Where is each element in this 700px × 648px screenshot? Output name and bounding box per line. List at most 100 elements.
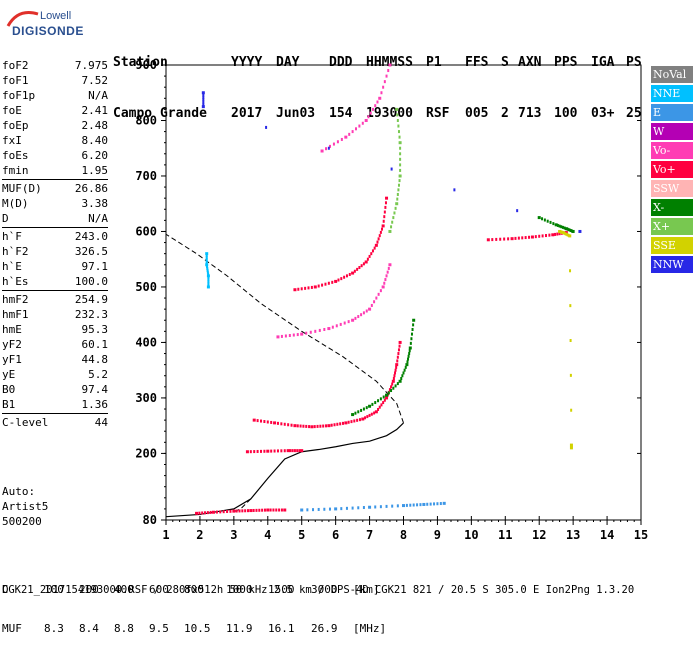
trace-point-vo bbox=[388, 263, 392, 267]
trace-point-e bbox=[442, 501, 446, 505]
trace-dot bbox=[305, 331, 308, 335]
muf-table: D 100 200 400 600 800 1000 1500 3000 [km] MUF 8.3 8… bbox=[2, 557, 386, 648]
param-row: foF2 7.975 bbox=[2, 58, 108, 73]
trace-dot bbox=[373, 246, 376, 250]
trace-dot bbox=[330, 423, 333, 427]
trace-dot bbox=[524, 236, 527, 240]
trace-dot bbox=[252, 508, 255, 512]
trace-point-e bbox=[300, 508, 304, 512]
header-value-3: 154 bbox=[329, 106, 353, 121]
trace-point-x bbox=[395, 107, 399, 111]
trace-dot bbox=[207, 283, 210, 287]
trace-dot bbox=[368, 254, 371, 258]
header-label-6: FFS bbox=[465, 55, 489, 70]
auto-program: Artist5 bbox=[2, 500, 49, 513]
trace-dot bbox=[371, 107, 374, 111]
trace-dot bbox=[549, 220, 552, 224]
trace-dot bbox=[249, 450, 252, 454]
trace-dot bbox=[207, 272, 210, 276]
trace-dot bbox=[355, 127, 357, 131]
trace-dot bbox=[377, 407, 380, 411]
param-label: D bbox=[2, 212, 9, 225]
trace-point-vo bbox=[368, 307, 372, 311]
param-label: C-level bbox=[2, 416, 49, 429]
trace-point-nnw bbox=[201, 91, 205, 95]
param-label: hmE bbox=[2, 323, 22, 336]
trace-dot bbox=[353, 419, 356, 423]
header-value-5: RSF bbox=[426, 106, 450, 121]
trace-dot bbox=[379, 230, 382, 234]
legend-ssw: SSW bbox=[651, 180, 693, 197]
y-tick-label: 700 bbox=[135, 169, 157, 183]
trace-dot bbox=[396, 355, 399, 359]
trace-dot bbox=[398, 135, 401, 139]
trace-point-vo bbox=[378, 96, 382, 100]
trace-dot bbox=[387, 69, 390, 73]
trace-dot bbox=[280, 422, 283, 426]
y-tick-label: 800 bbox=[135, 113, 157, 127]
trace-point-vo bbox=[530, 235, 534, 239]
trace-dot bbox=[391, 220, 394, 224]
trace-dot bbox=[383, 215, 386, 219]
trace-dot bbox=[390, 167, 393, 171]
trace-dot bbox=[202, 95, 205, 99]
trace-dot bbox=[521, 236, 524, 240]
trace-dot bbox=[384, 205, 387, 209]
legend-x: X- bbox=[651, 199, 693, 216]
trace-dot bbox=[394, 206, 397, 210]
trace-dot bbox=[207, 281, 210, 285]
y-tick-label: 80 bbox=[143, 513, 157, 527]
trace-point-vo bbox=[245, 450, 249, 454]
trace-dot bbox=[379, 505, 382, 509]
ionogram-chart: 1 2 3 4 5 6 7 8 9 10 11 12 13 14 158020030040050060070… bbox=[135, 58, 648, 542]
trace-dot bbox=[405, 503, 408, 507]
trace-dot bbox=[287, 423, 290, 427]
trace-dot bbox=[207, 279, 210, 283]
trace-dot bbox=[374, 505, 377, 509]
trace-dot bbox=[280, 449, 283, 453]
trace-dot bbox=[202, 93, 205, 97]
trace-dot bbox=[207, 278, 210, 282]
trace-dot bbox=[382, 85, 385, 89]
muf-d-cell: 200 bbox=[79, 583, 99, 596]
trace-dot bbox=[399, 157, 402, 161]
trace-dot bbox=[371, 402, 374, 406]
param-value: 8.40 bbox=[81, 134, 109, 147]
x-tick-label: 14 bbox=[600, 528, 614, 542]
y-tick-label: 200 bbox=[135, 446, 157, 460]
trace-dot bbox=[299, 424, 302, 428]
legend-e: E bbox=[651, 104, 693, 121]
trace-dot bbox=[569, 269, 572, 273]
trace-dot bbox=[391, 382, 394, 386]
trace-dot bbox=[563, 226, 566, 230]
trace-point-vo bbox=[283, 508, 287, 512]
trace-dot bbox=[396, 197, 399, 201]
trace-point-vo bbox=[273, 421, 277, 425]
trace-dot bbox=[564, 232, 567, 236]
trace-dot bbox=[397, 124, 400, 128]
trace-point-vo bbox=[320, 149, 324, 153]
trace-dot bbox=[383, 210, 386, 214]
trace-dot bbox=[399, 163, 402, 167]
trace-dot bbox=[370, 412, 373, 416]
header-label-10: IGA bbox=[591, 55, 615, 70]
trace-dot bbox=[390, 385, 393, 389]
trace-point-vo bbox=[395, 363, 399, 367]
param-value: 5.2 bbox=[88, 368, 108, 381]
polarization-legend: NoVal NNE E W Vo- Vo+ SSW X- X+ SSE NNW bbox=[651, 66, 693, 275]
legend-vo: Vo+ bbox=[651, 161, 693, 178]
param-label: M(D) bbox=[2, 197, 29, 210]
trace-dot bbox=[373, 300, 376, 304]
param-label: yF2 bbox=[2, 338, 22, 351]
trace-dot bbox=[362, 407, 365, 411]
trace-dot bbox=[283, 422, 286, 426]
trace-dot bbox=[376, 100, 379, 104]
autoscaling-info: Auto: Artist5 500200 bbox=[2, 484, 48, 529]
trace-dot bbox=[398, 344, 401, 348]
trace-dot bbox=[393, 374, 396, 378]
trace-point-vo bbox=[276, 335, 280, 339]
trace-point-x bbox=[388, 229, 392, 233]
param-value: 2.41 bbox=[81, 104, 109, 117]
x-tick-label: 10 bbox=[464, 528, 478, 542]
trace-point-e bbox=[402, 504, 405, 508]
